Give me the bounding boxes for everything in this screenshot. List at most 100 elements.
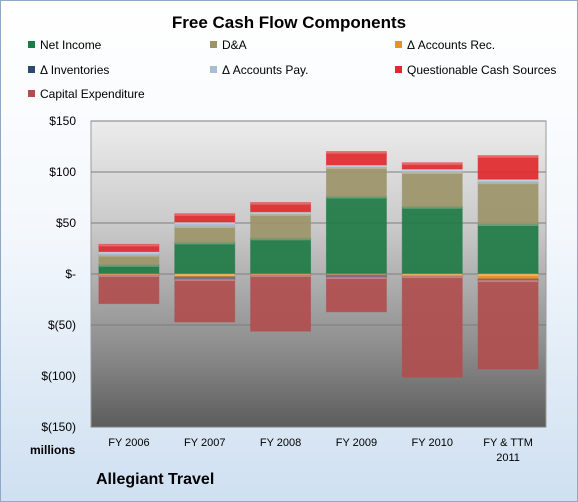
bar-highlight xyxy=(174,274,235,276)
legend-swatch xyxy=(210,41,217,48)
bar-highlight xyxy=(250,211,311,214)
legend-item-da: D&A xyxy=(210,38,247,52)
legend-swatch xyxy=(28,66,35,73)
bar-segment xyxy=(401,275,463,378)
bar-segment xyxy=(174,241,236,275)
bar-highlight xyxy=(326,275,387,278)
bar-highlight xyxy=(478,182,539,185)
bar-highlight xyxy=(326,274,387,276)
legend-swatch xyxy=(395,41,402,48)
bar-segment xyxy=(477,279,539,370)
x-tick-label: FY & TTM xyxy=(483,437,533,449)
x-tick-label: FY 2006 xyxy=(108,437,149,449)
bar-highlight xyxy=(98,274,159,276)
y-tick-label: $100 xyxy=(49,165,76,179)
legend-item-accounts-rec: Δ Accounts Rec. xyxy=(395,38,495,52)
y-tick-label: $- xyxy=(65,267,76,281)
bar-segment xyxy=(98,243,160,253)
bar-segment xyxy=(325,151,387,166)
y-tick-label: $150 xyxy=(49,114,76,128)
y-tick-label: $50 xyxy=(56,216,76,230)
bar-highlight xyxy=(402,172,463,174)
y-tick-label: $(150) xyxy=(41,420,76,434)
bar-segment xyxy=(250,274,312,332)
x-tick-label: FY 2010 xyxy=(412,437,453,449)
x-tick-label: FY 2007 xyxy=(184,437,225,449)
bar-segment xyxy=(98,274,160,305)
legend-item-inventories: Δ Inventories xyxy=(28,63,109,77)
legend-label: Δ Inventories xyxy=(40,63,110,77)
y-tick-label: $(100) xyxy=(41,369,76,383)
bar-highlight xyxy=(250,238,311,241)
bar-highlight xyxy=(478,179,539,182)
bar-highlight xyxy=(250,275,311,278)
bar-highlight xyxy=(402,206,463,209)
bar-highlight xyxy=(174,226,235,229)
bar-highlight xyxy=(174,242,235,245)
chart-title: Free Cash Flow Components xyxy=(171,13,407,32)
bar-highlight xyxy=(98,264,159,267)
bar-highlight xyxy=(402,168,463,171)
legend-item-capex: Capital Expenditure xyxy=(28,87,145,101)
bar-highlight xyxy=(402,274,463,276)
legend-label: Net Income xyxy=(40,38,102,52)
bar-highlight xyxy=(250,274,311,276)
bar-highlight xyxy=(326,196,387,199)
legend-swatch xyxy=(28,41,35,48)
bar-segment xyxy=(325,276,387,313)
bar-highlight xyxy=(326,164,387,167)
bar-highlight xyxy=(98,244,159,247)
legend-label: Δ Accounts Rec. xyxy=(407,38,496,52)
legend-label: Δ Accounts Pay. xyxy=(222,63,309,77)
bar-highlight xyxy=(326,166,387,169)
bar-segment xyxy=(401,171,463,208)
bar-highlight xyxy=(478,280,539,283)
bar-highlight xyxy=(174,277,235,280)
bar-highlight xyxy=(478,274,539,276)
legend-item-accounts-pay: Δ Accounts Pay. xyxy=(210,63,309,77)
bar-segment xyxy=(250,237,312,275)
legend-swatch xyxy=(28,90,35,97)
bar-segment xyxy=(250,213,312,239)
legend-label: Questionable Cash Sources xyxy=(407,63,557,77)
bar-highlight xyxy=(326,151,387,154)
bar-segment xyxy=(401,162,463,170)
bar-highlight xyxy=(174,221,235,224)
legend-item-questionable-cash: Questionable Cash Sources xyxy=(395,63,556,77)
units-label: millions xyxy=(30,443,76,457)
x-tick-label: FY 2009 xyxy=(336,437,377,449)
bar-highlight xyxy=(402,276,463,279)
bar-segment xyxy=(250,202,312,213)
legend-label: D&A xyxy=(222,38,247,52)
bar-segment xyxy=(174,278,236,323)
bar-highlight xyxy=(250,213,311,216)
bar-highlight xyxy=(98,275,159,278)
legend-swatch xyxy=(395,66,402,73)
bar-segment xyxy=(174,213,236,223)
bar-segment xyxy=(477,155,539,180)
y-tick-label: $(50) xyxy=(48,318,76,332)
bar-segment xyxy=(174,225,236,243)
bar-highlight xyxy=(478,279,539,281)
bar-highlight xyxy=(478,155,539,158)
bar-segment xyxy=(477,223,539,275)
x-tick-label: FY 2008 xyxy=(260,437,301,449)
bar-highlight xyxy=(174,279,235,282)
bar-highlight xyxy=(174,213,235,216)
legend-swatch xyxy=(210,66,217,73)
legend-label: Capital Expenditure xyxy=(40,87,145,101)
bar-segment xyxy=(477,181,539,225)
bar-highlight xyxy=(326,277,387,280)
bar-segment xyxy=(401,206,463,275)
bar-segment xyxy=(325,166,387,197)
bar-highlight xyxy=(98,254,159,257)
bar-highlight xyxy=(402,162,463,165)
bar-highlight xyxy=(98,251,159,254)
bar-segment xyxy=(325,195,387,275)
x-tick-label: 2011 xyxy=(496,452,520,464)
bar-highlight xyxy=(250,202,311,205)
company-label: Allegiant Travel xyxy=(96,471,215,488)
legend-item-net-income: Net Income xyxy=(28,38,101,52)
bar-highlight xyxy=(478,224,539,227)
